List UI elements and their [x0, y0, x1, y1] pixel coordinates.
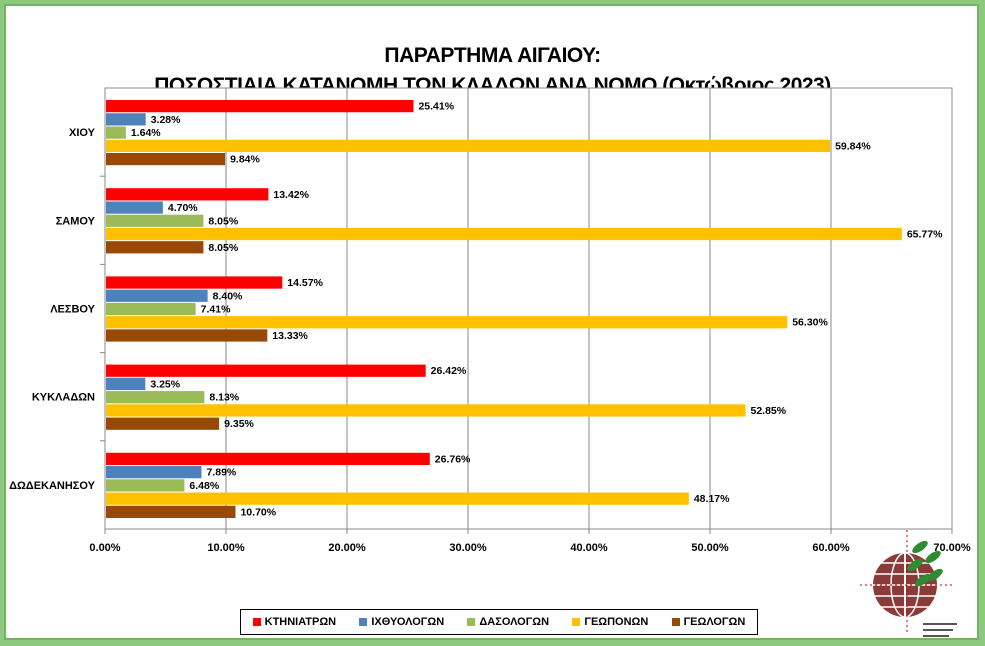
legend-label: ΓΕΩΛΟΓΩΝ: [683, 616, 746, 628]
bar-δασολογων-σαμου: [106, 214, 204, 227]
data-label: 8.05%: [208, 242, 238, 254]
logo-text-mark: [923, 629, 953, 631]
data-label: 8.05%: [208, 215, 238, 227]
data-label: 25.41%: [418, 101, 454, 113]
data-label: 65.77%: [907, 229, 943, 241]
bar-ιχθυολογων-λεσβου: [106, 289, 208, 302]
bar-κτηνιατρων-λεσβου: [106, 276, 283, 289]
data-label: 1.64%: [131, 127, 161, 139]
bar-δασολογων-δωδεκανησου: [106, 479, 185, 492]
category-label: ΧΙΟΥ: [69, 127, 96, 139]
bar-κτηνιατρων-δωδεκανησου: [106, 452, 430, 466]
bar-γεωλογων-σαμου: [106, 241, 204, 254]
legend-item: ΓΕΩΛΟΓΩΝ: [671, 616, 746, 628]
bar-γεωπονων-σαμου: [106, 227, 902, 241]
data-label: 8.40%: [213, 290, 243, 302]
legend-item: ΚΤΗΝΙΑΤΡΩΝ: [252, 616, 337, 628]
data-label: 6.48%: [189, 480, 219, 492]
data-label: 26.76%: [435, 453, 471, 465]
bar-γεωλογων-λεσβου: [106, 329, 268, 342]
x-tick-label: 60.00%: [812, 542, 850, 554]
bar-γεωλογων-δωδεκανησου: [106, 505, 236, 518]
x-tick-label: 30.00%: [449, 542, 487, 554]
x-tick-label: 50.00%: [691, 542, 729, 554]
data-label: 8.13%: [209, 392, 239, 404]
data-label: 48.17%: [694, 493, 730, 505]
logo-leaf-icon: [915, 573, 931, 587]
category-label: ΣΑΜΟΥ: [56, 215, 96, 227]
x-tick-label: 40.00%: [570, 542, 608, 554]
bar-γεωπονων-χιου: [106, 139, 831, 152]
data-label: 9.84%: [230, 154, 260, 166]
logo: [860, 530, 957, 637]
logo-leaf-icon: [912, 540, 928, 554]
data-label: 56.30%: [792, 317, 828, 329]
legend-swatch: [572, 618, 581, 626]
logo-leaf-icon: [907, 558, 923, 572]
chart-title-line1: ΠΑΡΑΡΤΗΜΑ ΑΙΓΑΙΟΥ:: [384, 44, 601, 67]
category-label: ΚΥΚΛΑΔΩΝ: [32, 392, 95, 404]
legend-item: ΙΧΘΥΟΛΟΓΩΝ: [359, 616, 444, 628]
category-label: ΛΕΣΒΟΥ: [50, 304, 95, 316]
bar-ιχθυολογων-χιου: [106, 113, 146, 126]
legend: ΚΤΗΝΙΑΤΡΩΝ ΙΧΘΥΟΛΟΓΩΝ ΔΑΣΟΛΟΓΩΝ ΓΕΩΠΟΝΩΝ ΓΕΩ…: [240, 609, 758, 635]
x-tick-label: 70.00%: [933, 542, 971, 554]
data-label: 3.28%: [151, 114, 181, 126]
logo-text-mark: [923, 623, 957, 625]
data-label: 14.57%: [287, 277, 323, 289]
bar-γεωπονων-λεσβου: [106, 316, 788, 329]
legend-label: ΚΤΗΝΙΑΤΡΩΝ: [264, 616, 337, 628]
data-label: 10.70%: [240, 506, 276, 518]
x-tick-label: 0.00%: [89, 542, 120, 554]
bar-γεωπονων-κυκλαδων: [106, 404, 746, 417]
data-label: 3.25%: [150, 378, 180, 390]
x-tick-label: 20.00%: [328, 542, 366, 554]
bar-γεωπονων-δωδεκανησου: [106, 492, 689, 505]
data-label: 9.35%: [224, 418, 254, 430]
data-label: 52.85%: [750, 405, 786, 417]
bar-ιχθυολογων-σαμου: [106, 201, 163, 214]
legend-label: ΓΕΩΠΟΝΩΝ: [584, 616, 649, 628]
bar-δασολογων-κυκλαδων: [106, 391, 205, 404]
data-label: 13.33%: [272, 330, 308, 342]
data-label: 26.42%: [431, 365, 467, 377]
bar-κτηνιατρων-σαμου: [106, 188, 269, 201]
data-label: 13.42%: [273, 189, 309, 201]
bar-κτηνιατρων-κυκλαδων: [106, 364, 426, 377]
logo-text-mark: [923, 635, 949, 637]
legend-swatch: [359, 618, 368, 626]
logo-leaf-icon: [927, 568, 943, 582]
data-label: 4.70%: [168, 202, 198, 214]
legend-swatch: [671, 618, 680, 626]
bar-δασολογων-λεσβου: [106, 302, 196, 316]
bar-γεωλογων-χιου: [106, 152, 226, 166]
bar-ιχθυολογων-κυκλαδων: [106, 377, 146, 391]
data-label: 7.41%: [201, 304, 231, 316]
x-tick-label: 10.00%: [207, 542, 245, 554]
legend-item: ΔΑΣΟΛΟΓΩΝ: [467, 616, 549, 628]
bar-γεωλογων-κυκλαδων: [106, 417, 220, 430]
legend-swatch: [252, 618, 261, 626]
bar-ιχθυολογων-δωδεκανησου: [106, 466, 202, 479]
legend-label: ΙΧΘΥΟΛΟΓΩΝ: [371, 616, 445, 628]
data-label: 7.89%: [206, 467, 236, 479]
logo-leaf-icon: [925, 550, 941, 564]
legend-item: ΓΕΩΠΟΝΩΝ: [572, 616, 648, 628]
bar-δασολογων-χιου: [106, 126, 126, 139]
data-label: 59.84%: [835, 140, 871, 152]
category-label: ΔΩΔΕΚΑΝΗΣΟΥ: [9, 480, 96, 492]
legend-swatch: [467, 618, 476, 626]
bar-κτηνιατρων-χιου: [106, 100, 414, 113]
legend-label: ΔΑΣΟΛΟΓΩΝ: [479, 616, 550, 628]
